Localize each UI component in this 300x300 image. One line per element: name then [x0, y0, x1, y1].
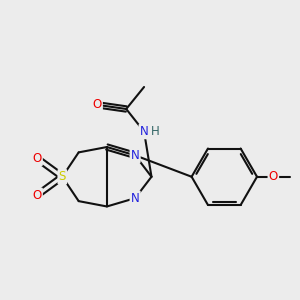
- Text: O: O: [92, 98, 102, 111]
- Text: H: H: [151, 125, 159, 138]
- Text: N: N: [140, 125, 148, 138]
- Text: O: O: [32, 152, 42, 165]
- Text: N: N: [131, 149, 140, 162]
- Text: N: N: [131, 192, 140, 205]
- Text: O: O: [269, 170, 278, 183]
- Text: S: S: [58, 170, 66, 183]
- Text: O: O: [32, 189, 42, 202]
